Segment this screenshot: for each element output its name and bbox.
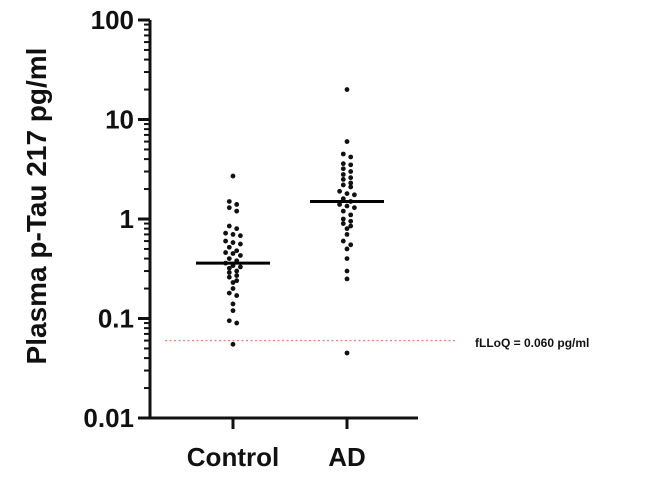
data-point [223, 230, 229, 236]
data-point [340, 161, 346, 167]
data-point [340, 196, 346, 202]
data-point [230, 173, 236, 179]
data-point [234, 202, 240, 207]
x-category-label: AD [328, 442, 366, 472]
data-point [340, 216, 346, 222]
data-point [238, 253, 243, 258]
data-point [238, 233, 243, 239]
data-point [226, 274, 232, 280]
data-point [234, 208, 240, 214]
data-point [348, 223, 354, 229]
data-point [234, 293, 240, 298]
label-layer: 0.01 0.1 1 10 100 Control AD Plasma p-Tau 217 p… [21, 5, 589, 472]
data-point [226, 318, 232, 324]
data-point [226, 223, 232, 229]
data-point [337, 188, 342, 194]
data-point [226, 205, 232, 211]
data-point [340, 221, 346, 226]
data-point [340, 166, 346, 172]
data-point [348, 162, 354, 168]
data-point [230, 251, 236, 256]
data-point [344, 232, 350, 237]
x-category-label: Control [187, 442, 279, 472]
data-point [344, 191, 350, 197]
data-point [352, 192, 357, 198]
data-point [348, 184, 354, 190]
data-point [234, 320, 240, 326]
data-point [226, 270, 232, 275]
data-point [230, 341, 236, 347]
data-point [230, 232, 236, 237]
data-point [238, 264, 243, 270]
y-tick-label: 1 [120, 204, 134, 234]
data-point [340, 151, 346, 157]
data-point [348, 212, 354, 218]
data-point [238, 241, 243, 247]
data-point [344, 246, 350, 252]
data-point [344, 268, 350, 274]
data-point [340, 172, 346, 177]
y-tick-label: 0.1 [98, 304, 134, 334]
data-point [344, 139, 350, 144]
data-point [344, 203, 350, 209]
median-layer [196, 199, 384, 265]
data-point [344, 350, 350, 356]
y-tick-label: 0.01 [83, 403, 134, 433]
threshold-label: fLLoQ = 0.060 pg/ml [475, 336, 589, 350]
data-point [230, 240, 236, 245]
data-point [230, 280, 236, 285]
data-point [348, 169, 354, 174]
data-point [348, 218, 354, 224]
data-point [344, 276, 350, 282]
data-point [226, 244, 232, 250]
data-point [340, 238, 346, 244]
data-point [340, 177, 346, 182]
data-point [348, 154, 354, 160]
data-point [340, 208, 346, 214]
data-point [226, 265, 232, 271]
data-point [226, 199, 232, 204]
data-point [230, 301, 236, 307]
data-point [234, 226, 240, 232]
data-point [234, 248, 240, 254]
data-point [340, 182, 346, 188]
data-point [223, 250, 229, 255]
data-point [234, 273, 240, 278]
data-point [226, 290, 232, 296]
data-point [226, 256, 232, 261]
data-point [230, 286, 236, 291]
y-axis-label: Plasma p-Tau 217 pg/ml [21, 48, 52, 365]
data-point [223, 238, 229, 244]
y-tick-label: 100 [91, 5, 134, 35]
axis-layer [138, 18, 418, 429]
data-point [234, 268, 240, 274]
data-point [348, 242, 354, 248]
data-point [344, 87, 350, 92]
data-point [352, 205, 357, 211]
data-point [234, 278, 240, 284]
data-point [348, 175, 354, 181]
y-tick-label: 10 [105, 105, 134, 135]
data-point [348, 180, 354, 186]
data-point [344, 256, 350, 261]
data-point [344, 226, 350, 232]
points-layer [223, 87, 357, 356]
data-point [230, 308, 236, 314]
data-point [337, 202, 342, 207]
